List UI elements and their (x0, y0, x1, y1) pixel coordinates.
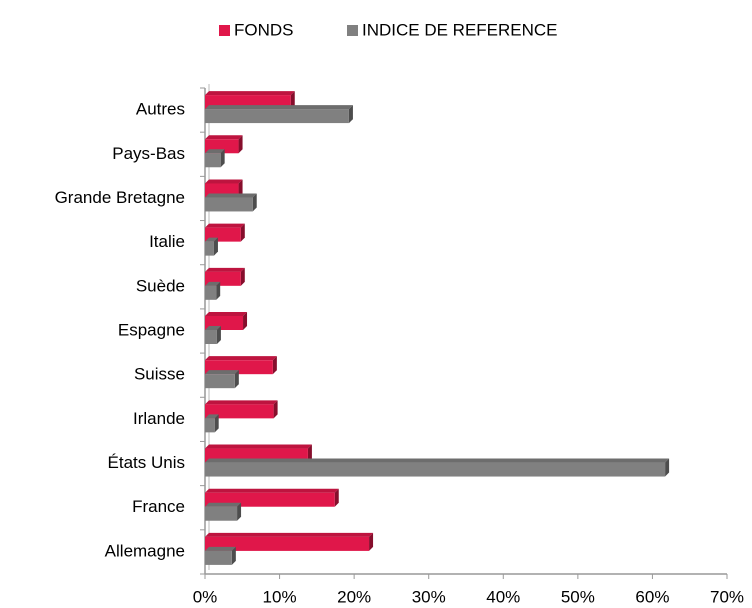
bar-side-face (240, 267, 245, 286)
x-tick-label: 20% (337, 587, 371, 606)
bar-top-face (205, 179, 243, 184)
bar-side-face (220, 149, 225, 168)
bar-group (205, 458, 670, 477)
bar-group (205, 149, 225, 168)
bar-side-face (252, 193, 257, 212)
x-tick-label: 0% (193, 587, 218, 606)
bar-top-face (205, 502, 242, 507)
bar-group (205, 281, 221, 300)
y-tick-label: Italie (149, 232, 185, 251)
bar-top-face (205, 91, 295, 96)
bar-top-face (205, 414, 219, 419)
bar-side-face (238, 135, 243, 154)
bar (205, 506, 238, 521)
bar-side-face (216, 326, 221, 344)
bar (205, 153, 221, 168)
y-tick-label: Espagne (118, 320, 185, 339)
bar-top-face (205, 326, 221, 330)
y-tick-label: Grande Bretagne (55, 188, 185, 207)
bar-top-face (205, 237, 218, 242)
bar (205, 536, 370, 551)
x-tick-label: 50% (561, 587, 595, 606)
bar-side-face (213, 237, 218, 256)
x-tick-label: 60% (635, 587, 669, 606)
bar-top-face (205, 135, 243, 140)
bar-top-face (205, 532, 374, 537)
bar-group (205, 193, 257, 212)
bar-side-face (234, 370, 239, 389)
y-tick-label: Pays-Bas (112, 144, 185, 163)
bar-top-face (205, 312, 248, 316)
bar-group (205, 532, 374, 551)
x-tick-label: 30% (412, 587, 446, 606)
bar (205, 404, 274, 419)
legend-label: FONDS (234, 20, 294, 39)
legend-swatch (347, 25, 358, 36)
bar (205, 418, 215, 433)
y-tick-label: Suède (136, 276, 185, 295)
bar-group (205, 370, 239, 389)
x-tick-label: 40% (486, 587, 520, 606)
bar-side-face (231, 546, 236, 565)
bar-group (205, 326, 221, 344)
x-tick-label: 10% (263, 587, 297, 606)
bar-group (205, 546, 236, 565)
bar-side-face (290, 91, 295, 110)
bar-top-face (205, 458, 670, 463)
bar (205, 285, 217, 300)
bar (205, 330, 217, 344)
bar-side-face (348, 105, 353, 124)
bar-top-face (205, 546, 236, 551)
legend: FONDS INDICE DE REFERENCE (219, 20, 558, 39)
bar-group (205, 502, 242, 521)
bar-top-face (205, 444, 312, 449)
y-tick-label: Irlande (133, 409, 185, 428)
legend-label: INDICE DE REFERENCE (362, 20, 558, 39)
y-tick-label: Suisse (134, 365, 185, 384)
bar (205, 550, 232, 565)
y-tick-label: Allemagne (105, 541, 185, 560)
x-tick-label: 70% (710, 587, 744, 606)
bar-top-face (205, 193, 257, 198)
bar (205, 462, 666, 477)
bar-top-face (205, 370, 239, 375)
bar-top-face (205, 488, 339, 493)
bar (205, 109, 349, 124)
bar-side-face (273, 400, 278, 419)
y-tick-label: États Unis (108, 453, 185, 472)
bar-side-face (240, 223, 245, 242)
bar-top-face (205, 223, 245, 228)
bar (205, 197, 253, 212)
bar-side-face (238, 179, 243, 198)
bar-top-face (205, 149, 225, 154)
bar-top-face (205, 281, 221, 286)
bar (205, 374, 235, 389)
y-tick-label: France (132, 497, 185, 516)
bar-group (205, 135, 243, 154)
bar-top-face (205, 105, 353, 110)
bar-top-face (205, 400, 278, 405)
bar-group (205, 414, 219, 433)
y-tick-label: Autres (136, 100, 185, 119)
bar-side-face (307, 444, 312, 463)
bar-top-face (205, 267, 245, 272)
bar-side-face (243, 312, 248, 330)
bar-side-face (237, 502, 242, 521)
bar-side-face (214, 414, 219, 433)
bar-group (205, 400, 278, 419)
bar-group (205, 105, 353, 124)
bar-group (205, 237, 218, 256)
bar-side-face (272, 356, 277, 375)
bar-side-face (665, 458, 670, 477)
bar-top-face (205, 356, 277, 361)
legend-swatch (219, 25, 230, 36)
bar (205, 241, 214, 256)
bar-side-face (369, 532, 374, 551)
bar-side-face (334, 488, 339, 507)
bar-side-face (216, 281, 221, 300)
